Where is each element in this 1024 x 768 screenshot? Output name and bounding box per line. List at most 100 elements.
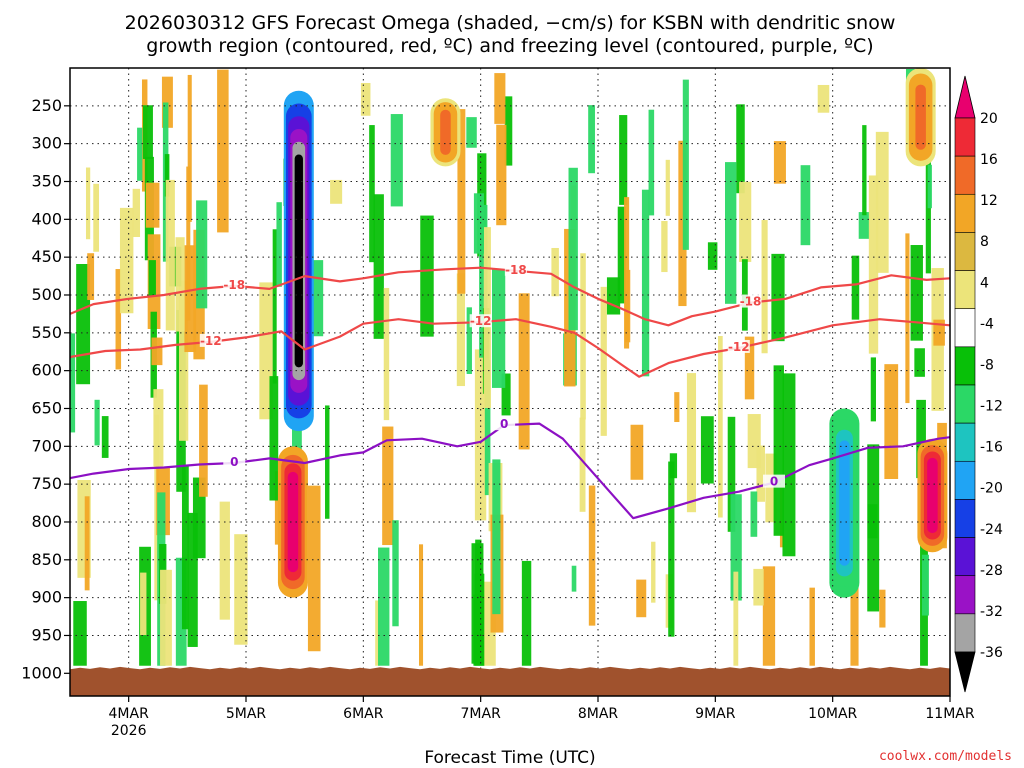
omega-streak xyxy=(484,359,491,496)
omega-streak xyxy=(914,348,925,377)
credit-link[interactable]: coolwx.com/models xyxy=(879,749,1012,764)
omega-streak xyxy=(148,260,156,297)
omega-streak xyxy=(269,376,279,501)
x-axis-label: Forecast Time (UTC) xyxy=(424,748,595,768)
contour-label: -18 xyxy=(223,278,245,292)
omega-streak xyxy=(648,109,655,216)
contour-label-bg xyxy=(469,314,492,328)
colorbar: 20 16 12 8 4 -4 -8 -12 -16 -20 -24 -28 -32 -36 xyxy=(954,75,1003,693)
omega-streak xyxy=(378,547,390,666)
chart-title-line1: 2026030312 GFS Forecast Omega (shaded, −… xyxy=(125,12,896,34)
omega-streak xyxy=(571,565,577,592)
omega-streak xyxy=(753,568,764,606)
omega-streak xyxy=(373,194,384,339)
omega-streak xyxy=(617,206,626,304)
omega-streak xyxy=(630,424,644,480)
omega-streak xyxy=(588,105,595,174)
colorbar-level-label: 8 xyxy=(980,234,989,250)
contour-label: -12 xyxy=(728,340,750,354)
contour-label: -12 xyxy=(200,334,222,348)
x-tick-label: 6MAR xyxy=(343,706,384,722)
omega-streak xyxy=(330,179,343,204)
omega-streak xyxy=(733,571,739,666)
omega-streak xyxy=(884,364,899,480)
omega-streak xyxy=(727,416,736,532)
omega-streak xyxy=(718,336,723,518)
omega-streak xyxy=(479,204,488,358)
omega-streak xyxy=(84,496,90,591)
omega-streak xyxy=(165,179,175,331)
omega-streak xyxy=(916,399,926,479)
colorbar-band xyxy=(954,537,976,577)
omega-streak xyxy=(199,384,208,497)
omega-streak xyxy=(175,557,187,666)
colorbar-level-label: -36 xyxy=(980,645,1003,661)
colorbar-band xyxy=(954,499,976,538)
y-tick-label: 500 xyxy=(31,285,62,304)
omega-streak xyxy=(773,365,784,536)
omega-streak xyxy=(674,392,680,423)
omega-streak xyxy=(474,573,485,666)
omega-streak xyxy=(325,405,330,519)
y-tick-label: 600 xyxy=(31,361,62,380)
omega-streak xyxy=(390,114,403,207)
omega-streak xyxy=(375,600,380,666)
omega-streak xyxy=(551,247,559,297)
omega-streak xyxy=(115,269,122,370)
omega-streak xyxy=(420,215,434,337)
omega-streak xyxy=(496,124,507,226)
omega-streak xyxy=(186,166,191,321)
colorbar-band xyxy=(954,422,976,462)
y-tick-label: 750 xyxy=(31,474,62,493)
omega-streak xyxy=(905,233,910,404)
omega-streak xyxy=(851,255,860,320)
omega-streak xyxy=(494,73,506,124)
omega-streak xyxy=(160,569,172,666)
colorbar-band xyxy=(954,270,976,310)
omega-streak xyxy=(782,373,796,557)
omega-streak xyxy=(858,212,870,239)
omega-streak xyxy=(85,167,91,240)
omega-streak xyxy=(744,336,755,400)
omega-streak xyxy=(817,84,830,113)
omega-streak xyxy=(725,162,737,304)
omega-feature xyxy=(915,84,926,150)
contour-label-bg xyxy=(763,474,785,488)
omega-streak xyxy=(456,273,466,387)
omega-streak xyxy=(750,491,758,537)
omega-streak xyxy=(87,253,95,300)
omega-streak xyxy=(382,426,394,546)
y-axis: 250 300 350 400 450 500 550 600 650 700 750 800 850 9… xyxy=(21,96,70,682)
contour-label-bg xyxy=(727,339,750,353)
contour-label-bg xyxy=(504,262,527,276)
x-tick-label: 7MAR xyxy=(461,706,502,722)
omega-streak xyxy=(580,253,586,420)
contour-label-bg xyxy=(223,454,246,468)
omega-streak xyxy=(700,416,714,484)
omega-streak xyxy=(736,104,745,194)
colorbar-level-label: -20 xyxy=(980,481,1003,497)
contour-label-bg xyxy=(739,294,762,308)
omega-streak xyxy=(761,220,768,354)
contour-label-bg xyxy=(223,277,246,291)
omega-streak xyxy=(187,74,192,222)
omega-streak xyxy=(800,165,811,246)
omega-streak xyxy=(518,293,530,450)
omega-feature xyxy=(927,457,938,534)
colorbar-band xyxy=(954,460,976,500)
colorbar-level-label: -12 xyxy=(980,399,1003,415)
omega-streak xyxy=(867,504,878,539)
omega-streak xyxy=(187,512,198,647)
omega-streak xyxy=(665,159,670,216)
colorbar-band xyxy=(954,346,976,386)
omega-streak xyxy=(179,280,189,441)
omega-streak xyxy=(686,373,697,513)
colorbar-band xyxy=(954,384,976,424)
omega-streak xyxy=(521,560,532,666)
y-tick-label: 950 xyxy=(31,625,62,644)
omega-streak xyxy=(707,242,718,270)
omega-streak xyxy=(641,189,650,377)
omega-streak xyxy=(600,286,607,436)
omega-streak xyxy=(504,96,513,166)
